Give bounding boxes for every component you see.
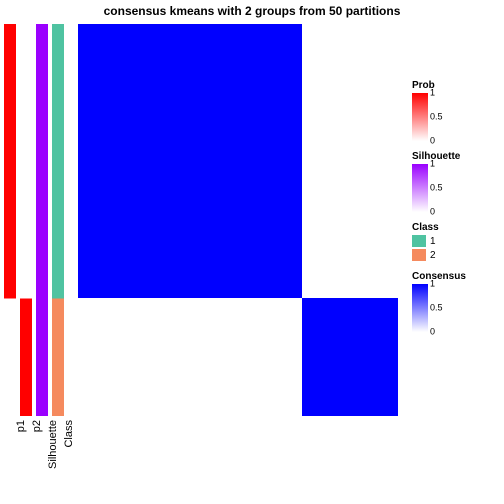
legend-tick-label: 0 <box>430 208 435 217</box>
anno-label-class: Class <box>63 420 75 448</box>
legend-tick-label: 0 <box>430 137 435 146</box>
legend-silhouette: Silhouette10.50 <box>412 151 498 212</box>
anno-col-p1 <box>4 24 16 416</box>
plot-area: p1p2SilhouetteClass <box>4 24 404 416</box>
legend-gradient-bar <box>412 284 428 332</box>
legend-title: Consensus <box>412 271 498 282</box>
legend-title: Silhouette <box>412 151 498 162</box>
legend-tick-label: 0.5 <box>430 304 443 313</box>
legend-gradient-bar <box>412 93 428 141</box>
legend-gradient-bar <box>412 164 428 212</box>
legend-tick-label: 1 <box>430 89 435 98</box>
legend-swatch-label: 2 <box>430 250 436 261</box>
legend-panel: Prob10.50Silhouette10.50Class12Consensus… <box>412 80 498 342</box>
anno-label-silhouette: Silhouette <box>47 420 59 469</box>
anno-col-silhouette <box>36 24 48 416</box>
legend-swatch-row: 2 <box>412 249 498 261</box>
legend-tick-label: 0.5 <box>430 113 443 122</box>
anno-col-class <box>52 24 64 416</box>
legend-swatch-label: 1 <box>430 236 436 247</box>
legend-swatch-row: 1 <box>412 235 498 247</box>
anno-col-p2 <box>20 24 32 416</box>
anno-label-p1: p1 <box>15 420 27 432</box>
legend-swatch <box>412 235 426 247</box>
legend-title: Prob <box>412 80 498 91</box>
legend-prob: Prob10.50 <box>412 80 498 141</box>
heatmap-block <box>78 24 302 298</box>
consensus-heatmap <box>78 24 398 416</box>
legend-swatch <box>412 249 426 261</box>
legend-tick-label: 0.5 <box>430 184 443 193</box>
anno-label-p2: p2 <box>31 420 43 432</box>
legend-tick-label: 0 <box>430 328 435 337</box>
legend-consensus: Consensus10.50 <box>412 271 498 332</box>
chart-title: consensus kmeans with 2 groups from 50 p… <box>0 4 504 18</box>
legend-title: Class <box>412 222 498 233</box>
legend-tick-label: 1 <box>430 280 435 289</box>
legend-class: Class 1 2 <box>412 222 498 261</box>
heatmap-block <box>302 298 398 416</box>
legend-tick-label: 1 <box>430 160 435 169</box>
